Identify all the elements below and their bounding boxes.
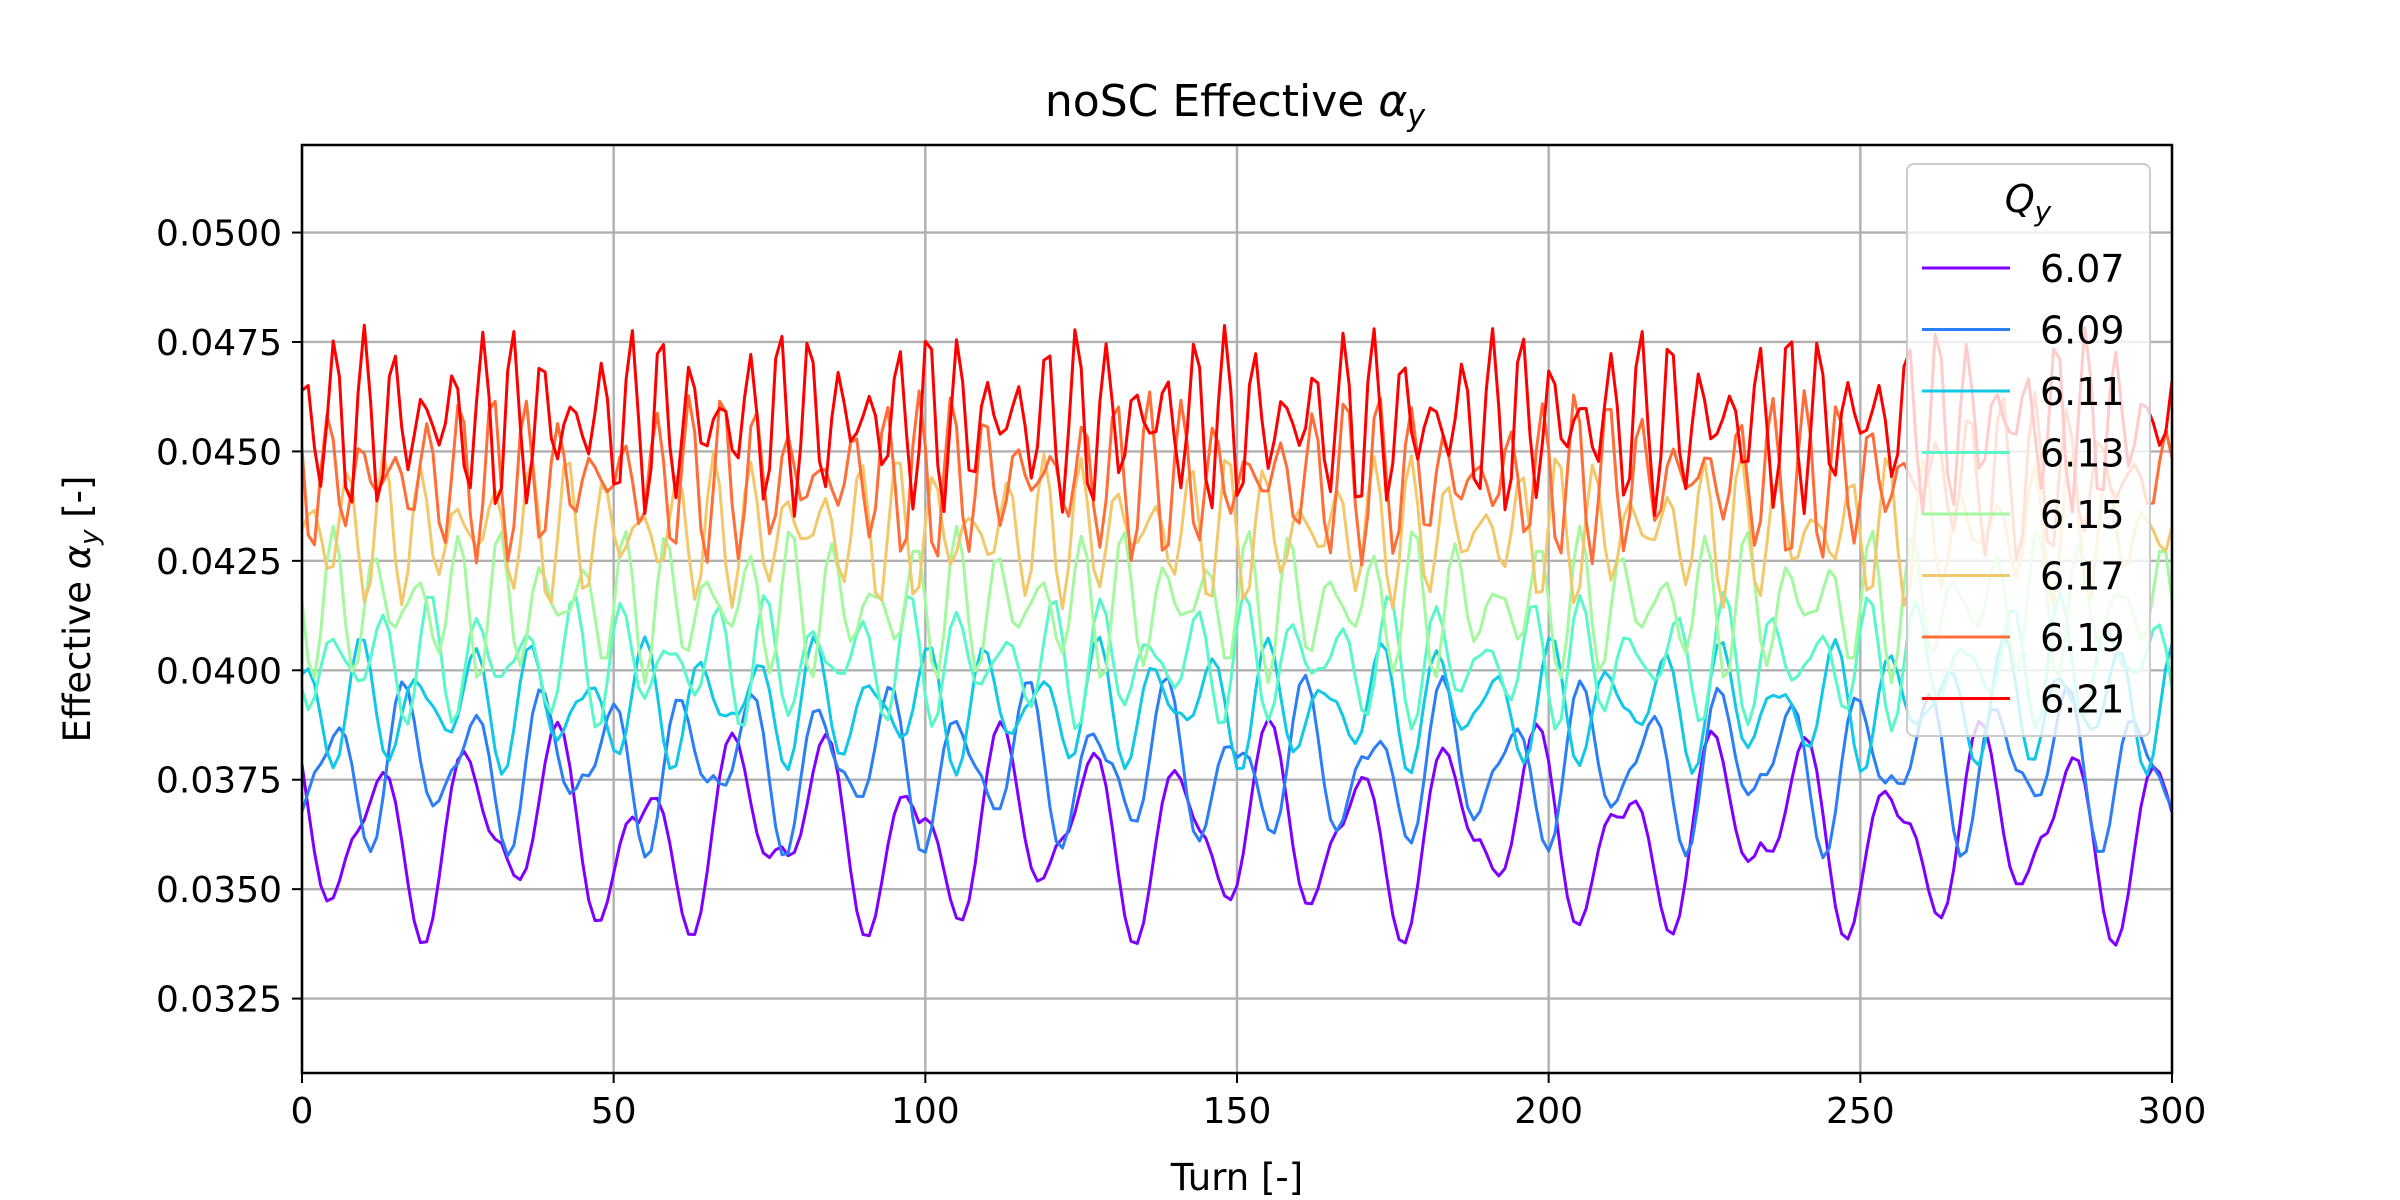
y-tick-label: 0.0325 [156,980,282,1021]
legend-label: 6.09 [2040,309,2125,353]
legend-label: 6.21 [2040,678,2125,722]
x-tick-label: 100 [891,1091,960,1132]
y-tick-label: 0.0450 [156,432,282,473]
legend-label: 6.17 [2040,555,2125,599]
plot-area: 0 50 100 150 200 250 300 0.03250.03500.03750.0… [156,143,2207,1132]
legend: Qy 6.07 6.09 6.11 6.13 6.15 6.17 6.19 6.21 [1906,163,2151,737]
x-tick-label: 250 [1826,1091,1895,1132]
y-axis-label: Effective αy [-] [56,476,105,743]
series-line-6.09 [302,673,2172,860]
legend-label: 6.11 [2040,370,2125,414]
x-tick-label: 150 [1203,1091,1272,1132]
x-axis-label: Turn [-] [1170,1156,1303,1199]
legend-box [1906,163,2151,737]
y-tick-label: 0.0425 [156,542,282,583]
legend-title: Qy [2005,177,2052,228]
chart-title: noSC Effective αy [1045,76,1426,134]
y-tick-label: 0.0350 [156,870,282,911]
legend-label: 6.07 [2040,247,2125,291]
y-tick-label: 0.0400 [156,651,282,692]
x-tick-label: 50 [591,1091,637,1132]
series-line-6.21 [302,323,2172,518]
legend-entries: 6.07 6.09 6.11 6.13 6.15 6.17 6.19 6.21 [1922,247,2125,722]
series-line-6.07 [302,717,2172,947]
y-tick-label: 0.0375 [156,761,282,802]
series-layer [302,323,2172,947]
x-axis-ticks: 0 50 100 150 200 250 300 [291,1073,2207,1132]
series-line-6.11 [302,634,2172,777]
series-line-6.15 [302,524,2172,685]
legend-label: 6.15 [2040,493,2125,537]
series-line-6.17 [302,451,2172,611]
series-line-6.13 [302,590,2172,733]
y-axis-ticks: 0.0325 0.0350 0.0375 0.0400 0.0425 0.0450 0.04… [156,214,302,1021]
y-tick-label: 0.0500 [156,214,282,255]
legend-label: 6.13 [2040,432,2125,476]
y-tick-label: 0.0475 [156,323,282,364]
x-tick-label: 0 [291,1091,314,1132]
x-tick-label: 200 [1514,1091,1583,1132]
x-tick-label: 300 [2138,1091,2207,1132]
legend-label: 6.19 [2040,616,2125,660]
